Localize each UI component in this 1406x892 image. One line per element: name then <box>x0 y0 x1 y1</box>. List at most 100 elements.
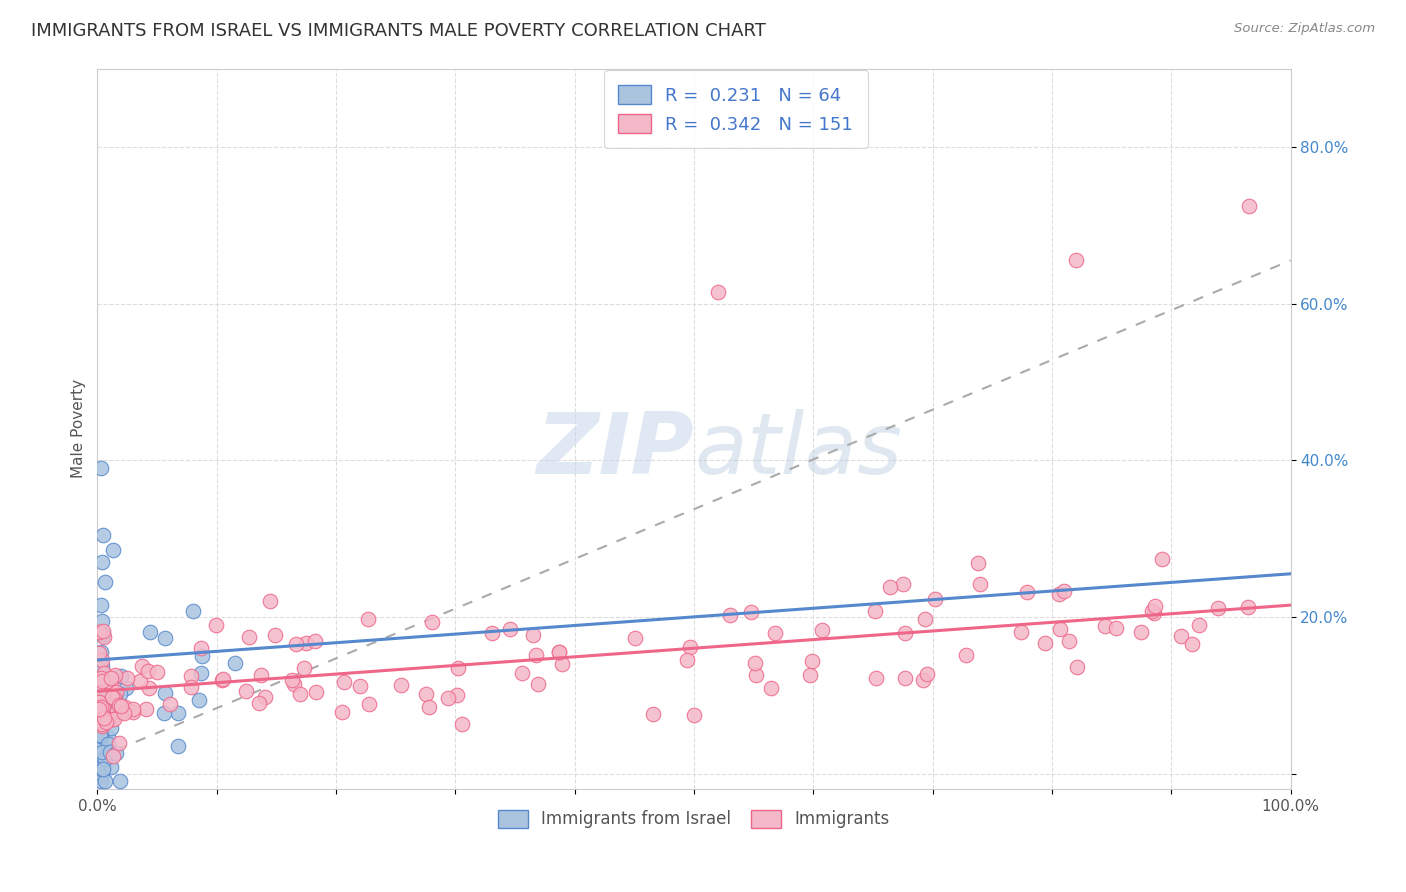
Point <box>891 577 914 591</box>
Point <box>281 673 304 688</box>
Point <box>90 701 112 715</box>
Point <box>87 695 110 709</box>
Point <box>683 707 706 722</box>
Point <box>90 659 112 673</box>
Text: atlas: atlas <box>695 409 903 492</box>
Point <box>744 668 766 682</box>
Point <box>91 527 114 541</box>
Point <box>122 702 145 716</box>
Point <box>1129 624 1152 639</box>
Point <box>115 671 138 685</box>
Point <box>1066 660 1088 674</box>
Point <box>1140 604 1163 618</box>
Point <box>98 745 121 759</box>
Text: Source: ZipAtlas.com: Source: ZipAtlas.com <box>1234 22 1375 36</box>
Point <box>87 688 110 702</box>
Point <box>911 673 934 688</box>
Point <box>551 657 574 671</box>
Point <box>93 711 115 725</box>
Point <box>89 728 111 742</box>
Point <box>104 668 127 682</box>
Point <box>914 612 936 626</box>
Point <box>90 645 112 659</box>
Point <box>105 746 128 760</box>
Point <box>89 734 111 748</box>
Point <box>90 704 112 718</box>
Point <box>510 666 533 681</box>
Point <box>446 689 468 703</box>
Point <box>93 706 115 720</box>
Point <box>87 696 110 710</box>
Point <box>94 708 117 723</box>
Point <box>159 697 181 711</box>
Point <box>420 615 443 629</box>
Point <box>122 705 145 719</box>
Point <box>893 625 915 640</box>
Point <box>332 675 354 690</box>
Point <box>1047 587 1070 601</box>
Point <box>90 746 112 760</box>
Point <box>110 699 132 714</box>
Point <box>285 637 308 651</box>
Point <box>264 627 287 641</box>
Point <box>90 673 112 688</box>
Point <box>101 748 124 763</box>
Point <box>129 673 152 688</box>
Point <box>89 731 111 746</box>
Point <box>97 731 120 745</box>
Point <box>90 598 112 612</box>
Text: ZIP: ZIP <box>536 409 695 492</box>
Point <box>212 673 235 687</box>
Point <box>101 543 124 558</box>
Point <box>94 752 117 766</box>
Point <box>865 671 887 685</box>
Point <box>93 688 115 702</box>
Point <box>101 712 124 726</box>
Point <box>180 669 202 683</box>
Point <box>87 698 110 713</box>
Y-axis label: Male Poverty: Male Poverty <box>72 379 86 478</box>
Point <box>93 695 115 709</box>
Point <box>87 703 110 717</box>
Legend: Immigrants from Israel, Immigrants: Immigrants from Israel, Immigrants <box>491 803 897 835</box>
Point <box>292 661 315 675</box>
Point <box>1143 607 1166 621</box>
Point <box>451 716 474 731</box>
Point <box>718 608 741 623</box>
Point <box>1105 621 1128 635</box>
Point <box>744 656 766 670</box>
Point <box>707 285 730 299</box>
Point <box>224 656 246 670</box>
Point <box>547 645 569 659</box>
Point <box>204 618 226 632</box>
Point <box>676 652 699 666</box>
Point <box>389 678 412 692</box>
Point <box>167 706 190 720</box>
Point <box>91 763 114 777</box>
Point <box>110 705 132 719</box>
Point <box>114 699 136 714</box>
Point <box>110 687 132 701</box>
Point <box>357 697 380 711</box>
Point <box>924 591 946 606</box>
Point <box>98 708 121 723</box>
Point <box>761 681 783 695</box>
Point <box>1094 619 1116 633</box>
Point <box>108 774 131 789</box>
Point <box>1064 253 1087 268</box>
Point <box>91 624 114 638</box>
Point <box>112 706 135 720</box>
Point <box>100 721 122 735</box>
Point <box>87 646 110 660</box>
Point <box>146 665 169 679</box>
Point <box>799 668 821 682</box>
Point <box>93 749 115 764</box>
Point <box>1237 199 1260 213</box>
Point <box>190 641 212 656</box>
Point <box>357 611 380 625</box>
Point <box>1170 629 1192 643</box>
Text: IMMIGRANTS FROM ISRAEL VS IMMIGRANTS MALE POVERTY CORRELATION CHART: IMMIGRANTS FROM ISRAEL VS IMMIGRANTS MAL… <box>31 22 766 40</box>
Point <box>100 690 122 704</box>
Point <box>211 673 233 687</box>
Point <box>91 614 114 628</box>
